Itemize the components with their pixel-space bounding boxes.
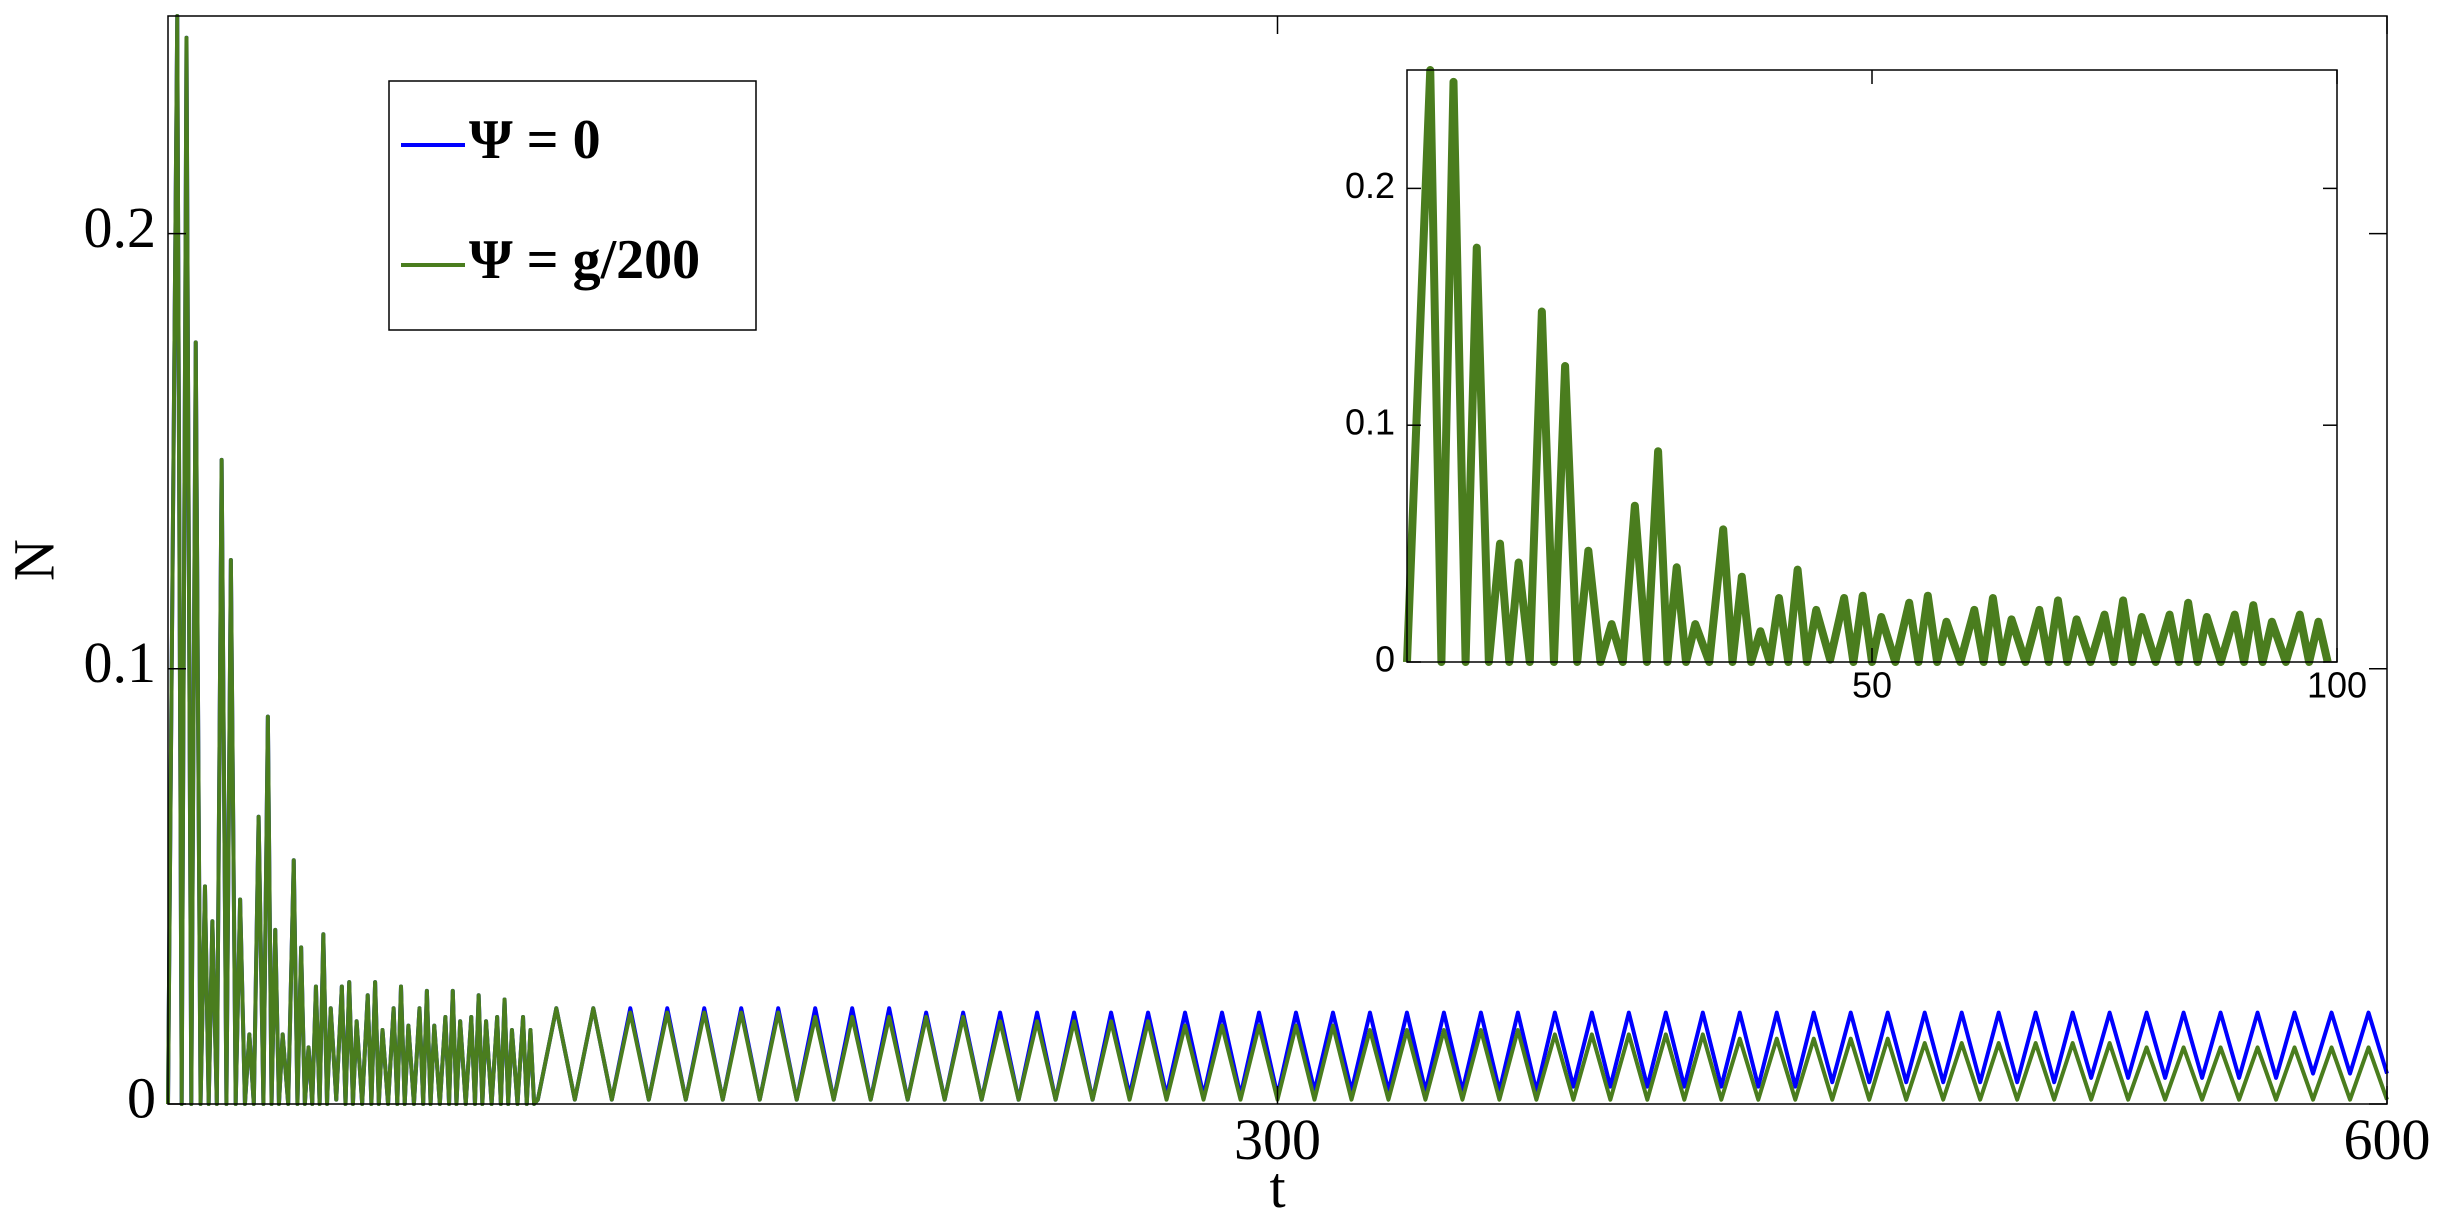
legend-label: Ψ = 0: [469, 109, 601, 171]
y-tick-label: 0.1: [84, 630, 157, 695]
main-chart: 0 0.1 0.2 300 600 t N Ψ = 0 Ψ = g/200: [1, 14, 2431, 1220]
legend-label: Ψ = g/200: [469, 229, 700, 291]
x-tick-label: 300: [1234, 1107, 1321, 1172]
x-tick-label: 50: [1852, 664, 1892, 705]
inset-chart: 0 0.1 0.2 50 100: [1345, 66, 2367, 705]
y-tick-label: 0: [1375, 639, 1395, 680]
legend-box: [388, 80, 757, 331]
y-axis-label: N: [1, 539, 66, 581]
legend: Ψ = 0 Ψ = g/200: [388, 80, 757, 331]
y-tick-label: 0: [127, 1065, 156, 1130]
x-tick-label: 600: [2344, 1107, 2431, 1172]
data-line: [166, 14, 2389, 1106]
x-tick-label: 100: [2307, 664, 2367, 705]
y-tick-label: 0.2: [84, 195, 157, 260]
x-axis-label: t: [1269, 1155, 1285, 1220]
y-tick-label: 0.2: [1345, 165, 1395, 206]
y-tick-label: 0.1: [1345, 402, 1395, 443]
